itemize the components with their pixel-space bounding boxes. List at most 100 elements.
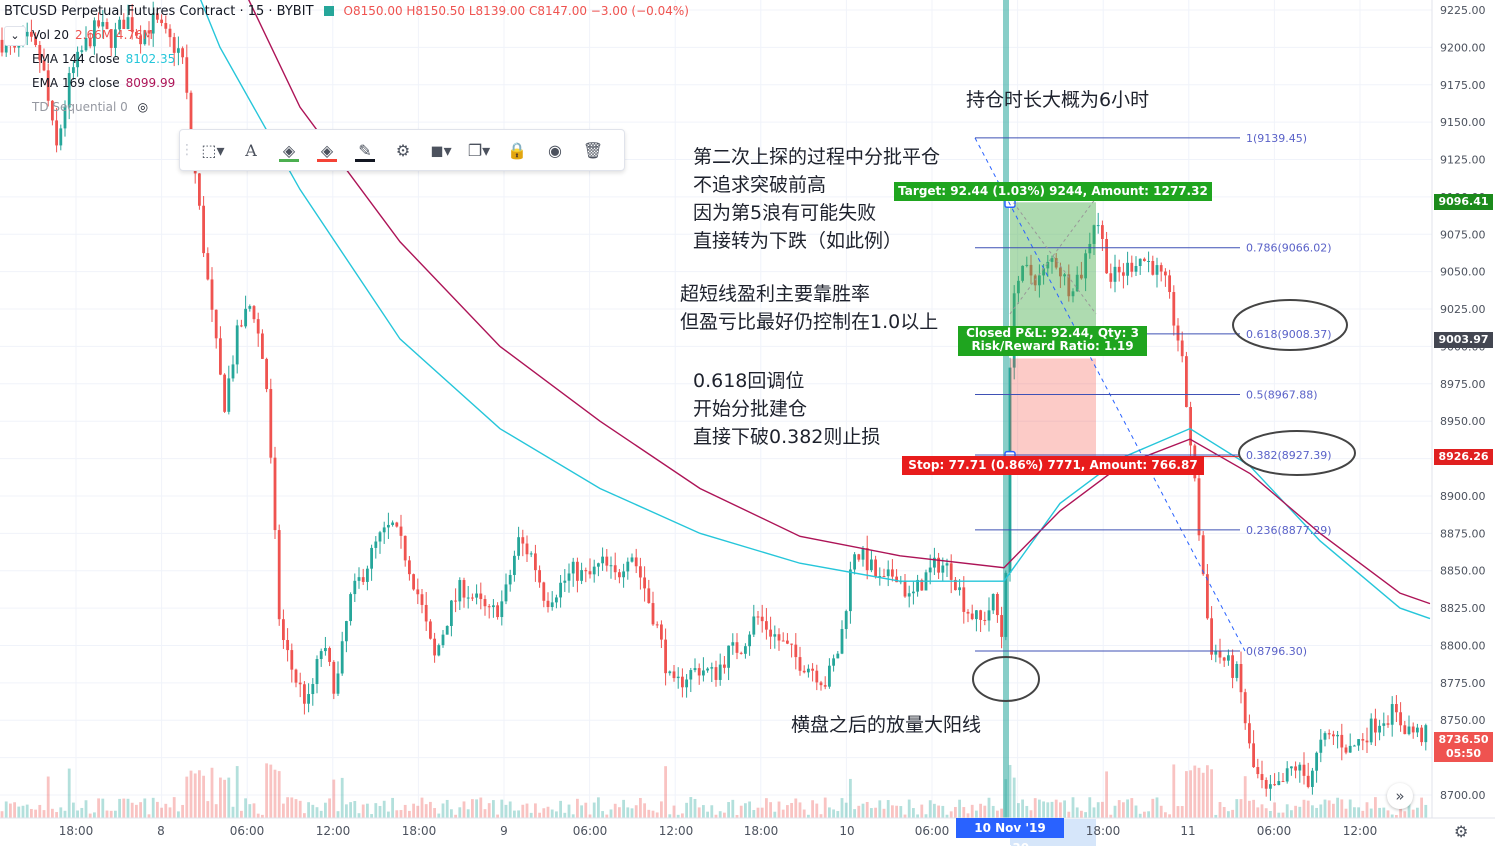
volume-bar — [151, 797, 155, 818]
candle-body — [1071, 291, 1075, 297]
chevron-down-icon[interactable]: ⌄ — [4, 26, 26, 46]
candle-body — [282, 619, 285, 641]
volume-bar — [655, 812, 659, 818]
volume-bar — [609, 809, 613, 818]
volume-bar — [634, 805, 638, 818]
volume-bar — [303, 813, 306, 818]
volume-bar — [1113, 805, 1117, 818]
candle-body — [72, 67, 75, 74]
candle-body — [521, 537, 525, 544]
background-icon[interactable]: ◈ — [308, 134, 346, 166]
volume-bar — [1046, 802, 1050, 818]
visibility-icon[interactable]: ◉ — [548, 140, 562, 160]
volume-bar — [67, 768, 71, 818]
long-position-tool[interactable] — [1004, 196, 1240, 463]
volume-bar — [584, 802, 588, 818]
candle-body — [849, 569, 852, 612]
candle-body — [1281, 781, 1285, 783]
volume-bar — [1210, 769, 1213, 818]
select-icon[interactable]: ⬚▾ — [201, 140, 225, 160]
volume-bar — [1088, 797, 1092, 818]
trash-icon[interactable]: 🗑 — [582, 140, 604, 160]
candle-body — [542, 582, 546, 601]
fib-retracement[interactable]: 1(9139.45) 0.786(9066.02) 0.618(9008.37) 0.… — [974, 132, 1332, 658]
volume-bar — [954, 806, 957, 818]
time-tick-label: 18:00 — [58, 824, 94, 838]
candle-body — [1420, 727, 1423, 743]
volume-bar — [840, 798, 844, 818]
volume-bar — [962, 807, 966, 818]
candle-body — [727, 645, 730, 668]
profit-zone — [1010, 202, 1096, 341]
volume-bar — [122, 798, 126, 818]
candle-body — [1138, 258, 1142, 267]
volume-bar — [135, 804, 138, 818]
candle-body — [1025, 264, 1029, 266]
volume-bar — [105, 810, 109, 818]
volume-bar — [1122, 802, 1125, 818]
candle-body — [970, 613, 974, 620]
volume-bar — [492, 800, 495, 818]
fib-level-label: 0.618(9008.37) — [1246, 328, 1332, 341]
volume-bar — [437, 813, 441, 818]
candle-body — [1080, 274, 1083, 279]
price-axis[interactable]: 9225.009200.009175.009150.009125.009100.… — [1431, 0, 1495, 846]
candle-body — [269, 389, 273, 458]
layers-icon[interactable]: ◼▾ — [430, 140, 452, 160]
volume-bar — [870, 808, 873, 818]
candle-body — [1306, 775, 1310, 787]
legend-item[interactable]: Vol 20 2.66M 4.76M — [32, 28, 153, 42]
candle-body — [437, 645, 441, 656]
candle-body — [1084, 253, 1087, 279]
target-label[interactable]: Target: 92.44 (1.03%) 9244, Amount: 1277… — [894, 182, 1212, 201]
volume-bar — [1273, 802, 1276, 818]
clone-icon[interactable]: ❐▾ — [467, 140, 491, 160]
candle-body — [80, 50, 84, 52]
legend-item[interactable]: EMA 169 close 8099.99 — [32, 76, 175, 90]
candle-body — [1172, 292, 1176, 326]
volume-bar — [395, 810, 399, 818]
fill-icon[interactable]: ◈ — [270, 134, 308, 166]
drag-handle-icon[interactable]: ⋮ — [180, 142, 194, 158]
volume-bar — [576, 798, 579, 818]
stop-label[interactable]: Stop: 77.71 (0.86%) 7771, Amount: 766.87 — [902, 456, 1204, 475]
lock-icon[interactable]: 🔒 — [507, 140, 527, 160]
candle-body — [450, 600, 453, 626]
legend-item[interactable]: EMA 144 close 8102.35 — [32, 52, 175, 66]
volume-bar — [1294, 805, 1297, 818]
volume-bar — [1365, 802, 1369, 818]
candle-body — [874, 559, 877, 577]
closed-pnl-label[interactable]: Closed P&L: 92.44, Qty: 3 Risk/Reward Rat… — [958, 326, 1147, 356]
candle-body — [1168, 275, 1171, 293]
candle-body — [210, 279, 214, 310]
candle-body — [563, 580, 567, 583]
candle-body — [412, 574, 415, 590]
candle-body — [1235, 664, 1239, 678]
volume-bar — [1311, 805, 1314, 818]
volume-bar — [198, 770, 201, 818]
volume-bar — [357, 813, 361, 818]
line-color-icon[interactable]: ✎ — [346, 134, 384, 166]
settings-icon[interactable]: ⚙ — [395, 140, 411, 160]
flag-icon[interactable] — [323, 6, 334, 16]
candle-body — [1403, 725, 1407, 735]
candle-body — [618, 572, 621, 578]
candle-body — [1101, 225, 1104, 239]
candle-body — [630, 557, 634, 562]
hidden-eye-icon[interactable]: ◎ — [133, 100, 149, 114]
candle-body — [1126, 262, 1129, 276]
legend-item[interactable]: TD Sequential 0 ◎ — [32, 100, 148, 114]
price-tick-label: 9225.00 — [1440, 4, 1486, 17]
candle-body — [97, 20, 100, 27]
volume-bar — [991, 805, 995, 818]
candle-body — [1365, 740, 1369, 743]
text-icon[interactable]: A — [245, 140, 257, 160]
candle-body — [307, 694, 310, 704]
chart-settings-icon[interactable]: ⚙ — [1454, 822, 1469, 841]
volume-bar — [555, 811, 558, 818]
scroll-to-realtime-icon[interactable]: » — [1387, 783, 1413, 809]
volume-bar — [504, 804, 508, 818]
candle-body — [1155, 265, 1159, 275]
candle-body — [17, 45, 21, 48]
